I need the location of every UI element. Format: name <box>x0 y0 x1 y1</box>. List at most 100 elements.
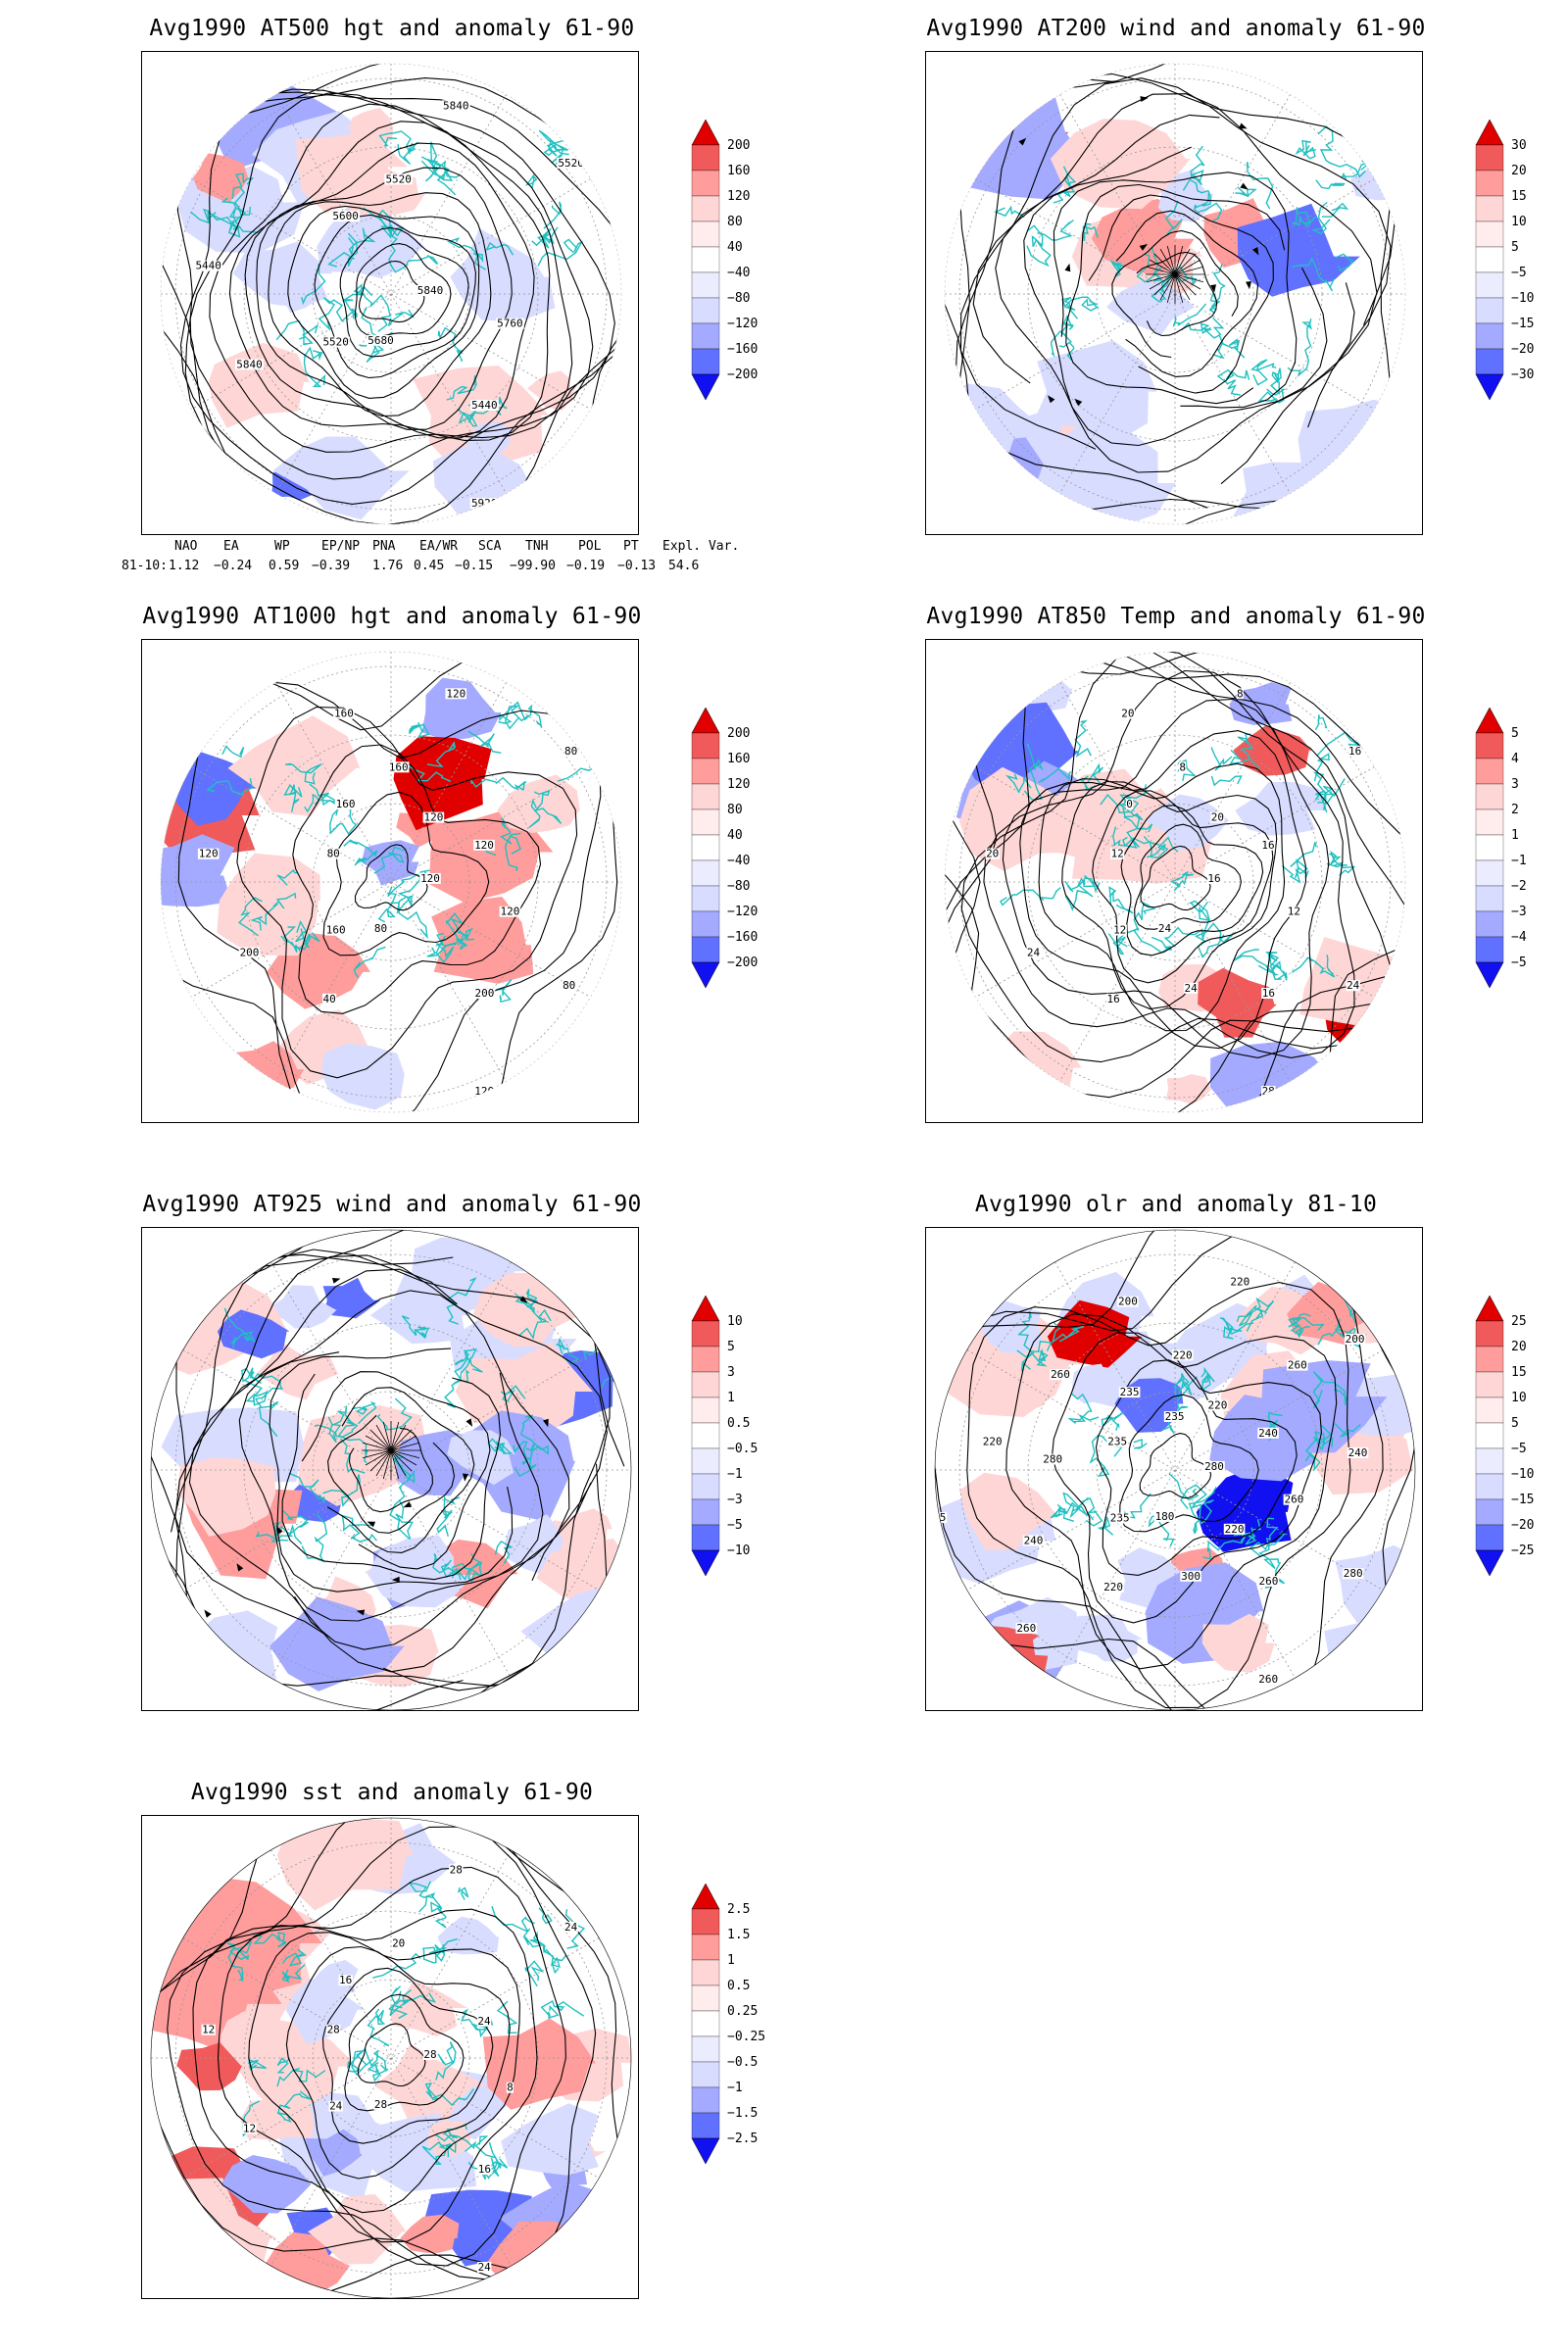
contour-line <box>189 92 594 480</box>
streamline <box>1065 183 1286 405</box>
flow-arrow <box>957 419 965 428</box>
contour-line <box>966 1282 1351 1709</box>
contour-label: 24 <box>478 2261 492 2274</box>
colorbar-segment <box>691 1396 720 1424</box>
map-svg: 120 160 160 200 120 80 80 160 120 200 120 120 80 120 4… <box>160 651 622 1113</box>
anomaly-shade <box>276 1818 414 1911</box>
coastline <box>1100 794 1144 821</box>
coastline <box>498 701 543 728</box>
map-frame <box>141 1227 639 1711</box>
coastline <box>401 1315 429 1340</box>
coastline <box>1287 318 1312 377</box>
streamline <box>1111 229 1239 359</box>
coastline <box>1233 949 1288 981</box>
colorbar-tick-label: 200 <box>727 138 751 153</box>
contour-label: 240 <box>1024 1534 1044 1546</box>
index-header: SCA <box>478 539 502 554</box>
map-svg <box>944 63 1406 525</box>
coastline <box>1161 1376 1198 1434</box>
coastline <box>226 1941 250 1982</box>
coastline <box>518 1308 552 1341</box>
coastline <box>1292 207 1317 227</box>
coastline <box>500 1385 526 1402</box>
coastline <box>1038 767 1072 784</box>
contour-line <box>1120 805 1264 956</box>
contour-label: 200 <box>240 946 260 958</box>
colorbar-segment <box>1475 1498 1504 1526</box>
contour-label: 200 <box>1118 1296 1138 1308</box>
contour-labels: 16 12 8 16 20 16 24 0 12 24 8 28 12 16 16 20 24 16 20 24 <box>985 687 1362 1098</box>
colorbar-tick-label: 5 <box>1511 726 1519 741</box>
streamline <box>1115 210 1259 377</box>
coastline <box>1335 253 1354 271</box>
coastline <box>1064 877 1094 912</box>
coastline <box>221 745 245 759</box>
colorbar-segment <box>1475 322 1504 350</box>
colorbar-segment <box>691 1908 720 1936</box>
contour-label: 12 <box>1111 848 1124 860</box>
coastline <box>537 238 583 267</box>
contour-line <box>339 226 469 358</box>
contour-label: 5440 <box>471 399 498 412</box>
coastline <box>421 2140 453 2166</box>
coastline <box>426 741 457 768</box>
flow-arrow <box>1018 137 1027 146</box>
anomaly-shade <box>1047 1299 1143 1368</box>
coastline <box>341 1514 377 1543</box>
coastline <box>1182 178 1212 207</box>
index-value: 54.6 <box>668 559 700 573</box>
coastline <box>408 1881 436 1913</box>
coastline <box>405 762 451 782</box>
coastline <box>351 2050 373 2077</box>
colorbar-segment <box>691 910 720 938</box>
colorbar: 200 160 120 80 40 −40 −80 −120 −160 −200 <box>686 708 784 1041</box>
coastline <box>446 375 477 401</box>
coastline <box>524 1960 545 1987</box>
map-svg: 28 24 20 16 12 24 28 16 8 12 28 24 28 24 <box>150 1817 632 2298</box>
contour-line <box>1002 698 1330 1058</box>
hemisphere-edge <box>934 1229 1416 1710</box>
colorbar-tick-label: 3 <box>727 1365 735 1380</box>
coastline <box>1249 1533 1286 1557</box>
anomaly-shade <box>1145 794 1230 851</box>
coastline <box>999 887 1061 906</box>
anomaly-shade <box>176 2042 243 2091</box>
contour-label: 280 <box>1204 1460 1224 1473</box>
contour-label: 240 <box>1348 1446 1368 1459</box>
coastline <box>1312 1431 1334 1450</box>
coastline <box>1064 874 1101 894</box>
contour-label: 20 <box>392 1936 405 1949</box>
contour-label: 160 <box>389 760 409 773</box>
colorbar-tick-label: 160 <box>727 752 751 766</box>
coastline <box>1193 202 1223 222</box>
contour-label: 220 <box>1225 1523 1245 1536</box>
hemisphere-edge <box>160 651 622 1113</box>
coastline <box>543 1948 567 1975</box>
colorbar-tick-label: −3 <box>727 1493 743 1507</box>
coastline <box>367 2008 390 2047</box>
contour-label: 280 <box>1344 1567 1363 1580</box>
flow-arrow <box>466 1418 473 1427</box>
anomaly-shade <box>429 809 554 904</box>
anomaly-shade <box>1050 119 1191 210</box>
anomaly-shade <box>1230 462 1347 524</box>
coastline <box>282 1510 310 1544</box>
colorbar-tick-label: −20 <box>1511 1518 1535 1533</box>
anomaly-shade <box>1085 1618 1144 1662</box>
coastline <box>281 1948 308 1967</box>
colorbar-tick-label: −40 <box>727 266 751 280</box>
coastline <box>322 1474 361 1507</box>
contour-label: 5520 <box>558 157 584 170</box>
colorbar-tick-label: −2.5 <box>727 2132 759 2146</box>
coastline <box>1216 368 1250 396</box>
coastline <box>1188 900 1211 921</box>
contour-line <box>244 142 535 439</box>
contour-line <box>358 260 425 323</box>
coastline <box>1334 1423 1361 1438</box>
coastline <box>578 737 618 760</box>
contour-label: 120 <box>500 906 519 918</box>
colorbar-segment <box>1475 1396 1504 1424</box>
streamline <box>326 1387 475 1553</box>
coastline <box>206 777 253 796</box>
anomaly-shade <box>217 853 320 956</box>
